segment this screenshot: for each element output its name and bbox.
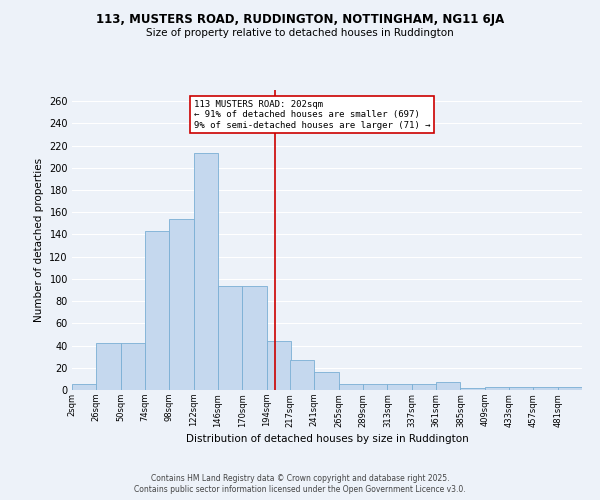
Bar xyxy=(338,384,363,390)
Text: Contains HM Land Registry data © Crown copyright and database right 2025.
Contai: Contains HM Land Registry data © Crown c… xyxy=(134,474,466,494)
Bar xyxy=(290,360,314,390)
Bar xyxy=(314,372,338,390)
Bar xyxy=(509,386,533,390)
Bar xyxy=(436,382,460,390)
Y-axis label: Number of detached properties: Number of detached properties xyxy=(34,158,44,322)
Bar xyxy=(218,286,242,390)
Bar xyxy=(412,384,436,390)
Bar xyxy=(460,388,485,390)
Bar xyxy=(97,344,121,390)
Bar xyxy=(533,386,557,390)
Bar xyxy=(557,386,582,390)
Bar xyxy=(169,219,194,390)
Bar xyxy=(145,231,169,390)
Bar xyxy=(194,154,218,390)
Bar xyxy=(485,386,509,390)
X-axis label: Distribution of detached houses by size in Ruddington: Distribution of detached houses by size … xyxy=(185,434,469,444)
Text: Size of property relative to detached houses in Ruddington: Size of property relative to detached ho… xyxy=(146,28,454,38)
Text: 113 MUSTERS ROAD: 202sqm
← 91% of detached houses are smaller (697)
9% of semi-d: 113 MUSTERS ROAD: 202sqm ← 91% of detach… xyxy=(194,100,430,130)
Bar xyxy=(266,341,291,390)
Bar xyxy=(72,384,97,390)
Bar xyxy=(388,384,412,390)
Bar xyxy=(121,344,145,390)
Bar xyxy=(242,286,266,390)
Text: 113, MUSTERS ROAD, RUDDINGTON, NOTTINGHAM, NG11 6JA: 113, MUSTERS ROAD, RUDDINGTON, NOTTINGHA… xyxy=(96,12,504,26)
Bar xyxy=(363,384,388,390)
